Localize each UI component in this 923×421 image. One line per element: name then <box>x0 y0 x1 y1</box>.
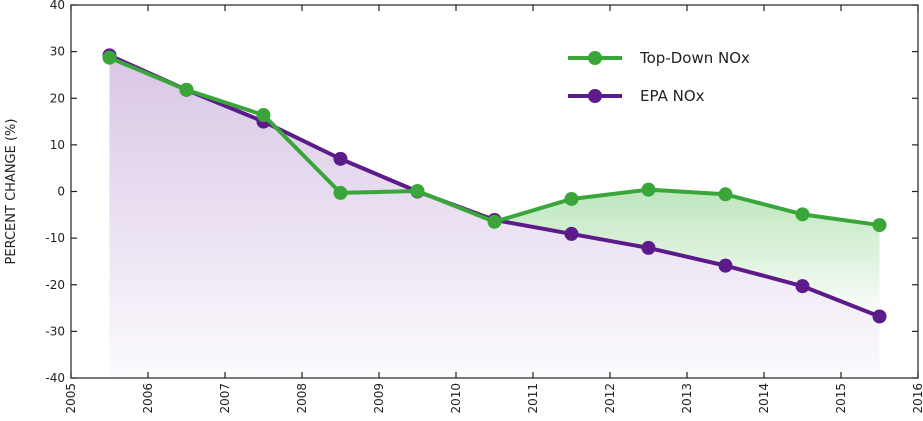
top-down-nox-point <box>410 184 425 199</box>
x-tick-label: 2015 <box>834 383 848 414</box>
x-tick-label: 2005 <box>64 383 78 414</box>
epa-nox-point <box>564 226 579 241</box>
top-down-nox-point <box>487 214 502 229</box>
x-tick-label: 2014 <box>757 383 771 414</box>
x-tick-label: 2011 <box>526 383 540 414</box>
y-tick-label: -40 <box>45 371 65 385</box>
x-tick-label: 2013 <box>680 383 694 414</box>
x-tick-label: 2012 <box>603 383 617 414</box>
y-tick-label: 40 <box>50 0 65 12</box>
difference-area-fill <box>494 189 880 317</box>
top-down-nox-point <box>795 207 810 222</box>
y-tick-label: 30 <box>50 45 65 59</box>
legend: Top-Down NOx EPA NOx <box>568 49 750 105</box>
epa-nox-legend-label: EPA NOx <box>640 87 705 105</box>
series-lines <box>102 48 887 324</box>
top-down-nox-point <box>718 187 733 202</box>
top-down-nox-point <box>333 185 348 200</box>
x-tick-label: 2010 <box>449 383 463 414</box>
axes: PERCENT CHANGE (%) 403020100-10-20-30-40… <box>4 0 923 414</box>
top-down-nox-legend-marker <box>588 51 602 65</box>
x-tick-label: 2016 <box>911 383 923 414</box>
y-tick-label: -20 <box>45 278 65 292</box>
top-down-nox-legend-label: Top-Down NOx <box>639 49 750 67</box>
top-down-nox-point <box>256 108 271 123</box>
x-tick-label: 2008 <box>295 383 309 414</box>
x-tick-label: 2007 <box>218 383 232 414</box>
top-down-nox-point <box>102 50 117 65</box>
y-axis-title: PERCENT CHANGE (%) <box>4 119 19 265</box>
y-tick-label: -30 <box>45 324 65 338</box>
y-tick-label: -10 <box>45 231 65 245</box>
epa-nox-point <box>641 240 656 255</box>
top-down-nox-point <box>872 218 887 233</box>
y-tick-label: 10 <box>50 138 65 152</box>
top-down-nox-point <box>179 82 194 97</box>
top-down-nox-point <box>564 191 579 206</box>
y-tick-label: 20 <box>50 91 65 105</box>
top-down-nox-point <box>641 182 656 197</box>
epa-nox-point <box>333 151 348 166</box>
epa-nox-point <box>795 279 810 294</box>
x-tick-label: 2006 <box>141 383 155 414</box>
y-tick-label: 0 <box>57 185 65 199</box>
epa-nox-point <box>718 258 733 273</box>
x-tick-label: 2009 <box>372 383 386 414</box>
epa-nox-point <box>872 309 887 324</box>
epa-area-fill <box>109 55 880 378</box>
epa-nox-legend-marker <box>588 89 602 103</box>
area-fills <box>109 55 880 378</box>
